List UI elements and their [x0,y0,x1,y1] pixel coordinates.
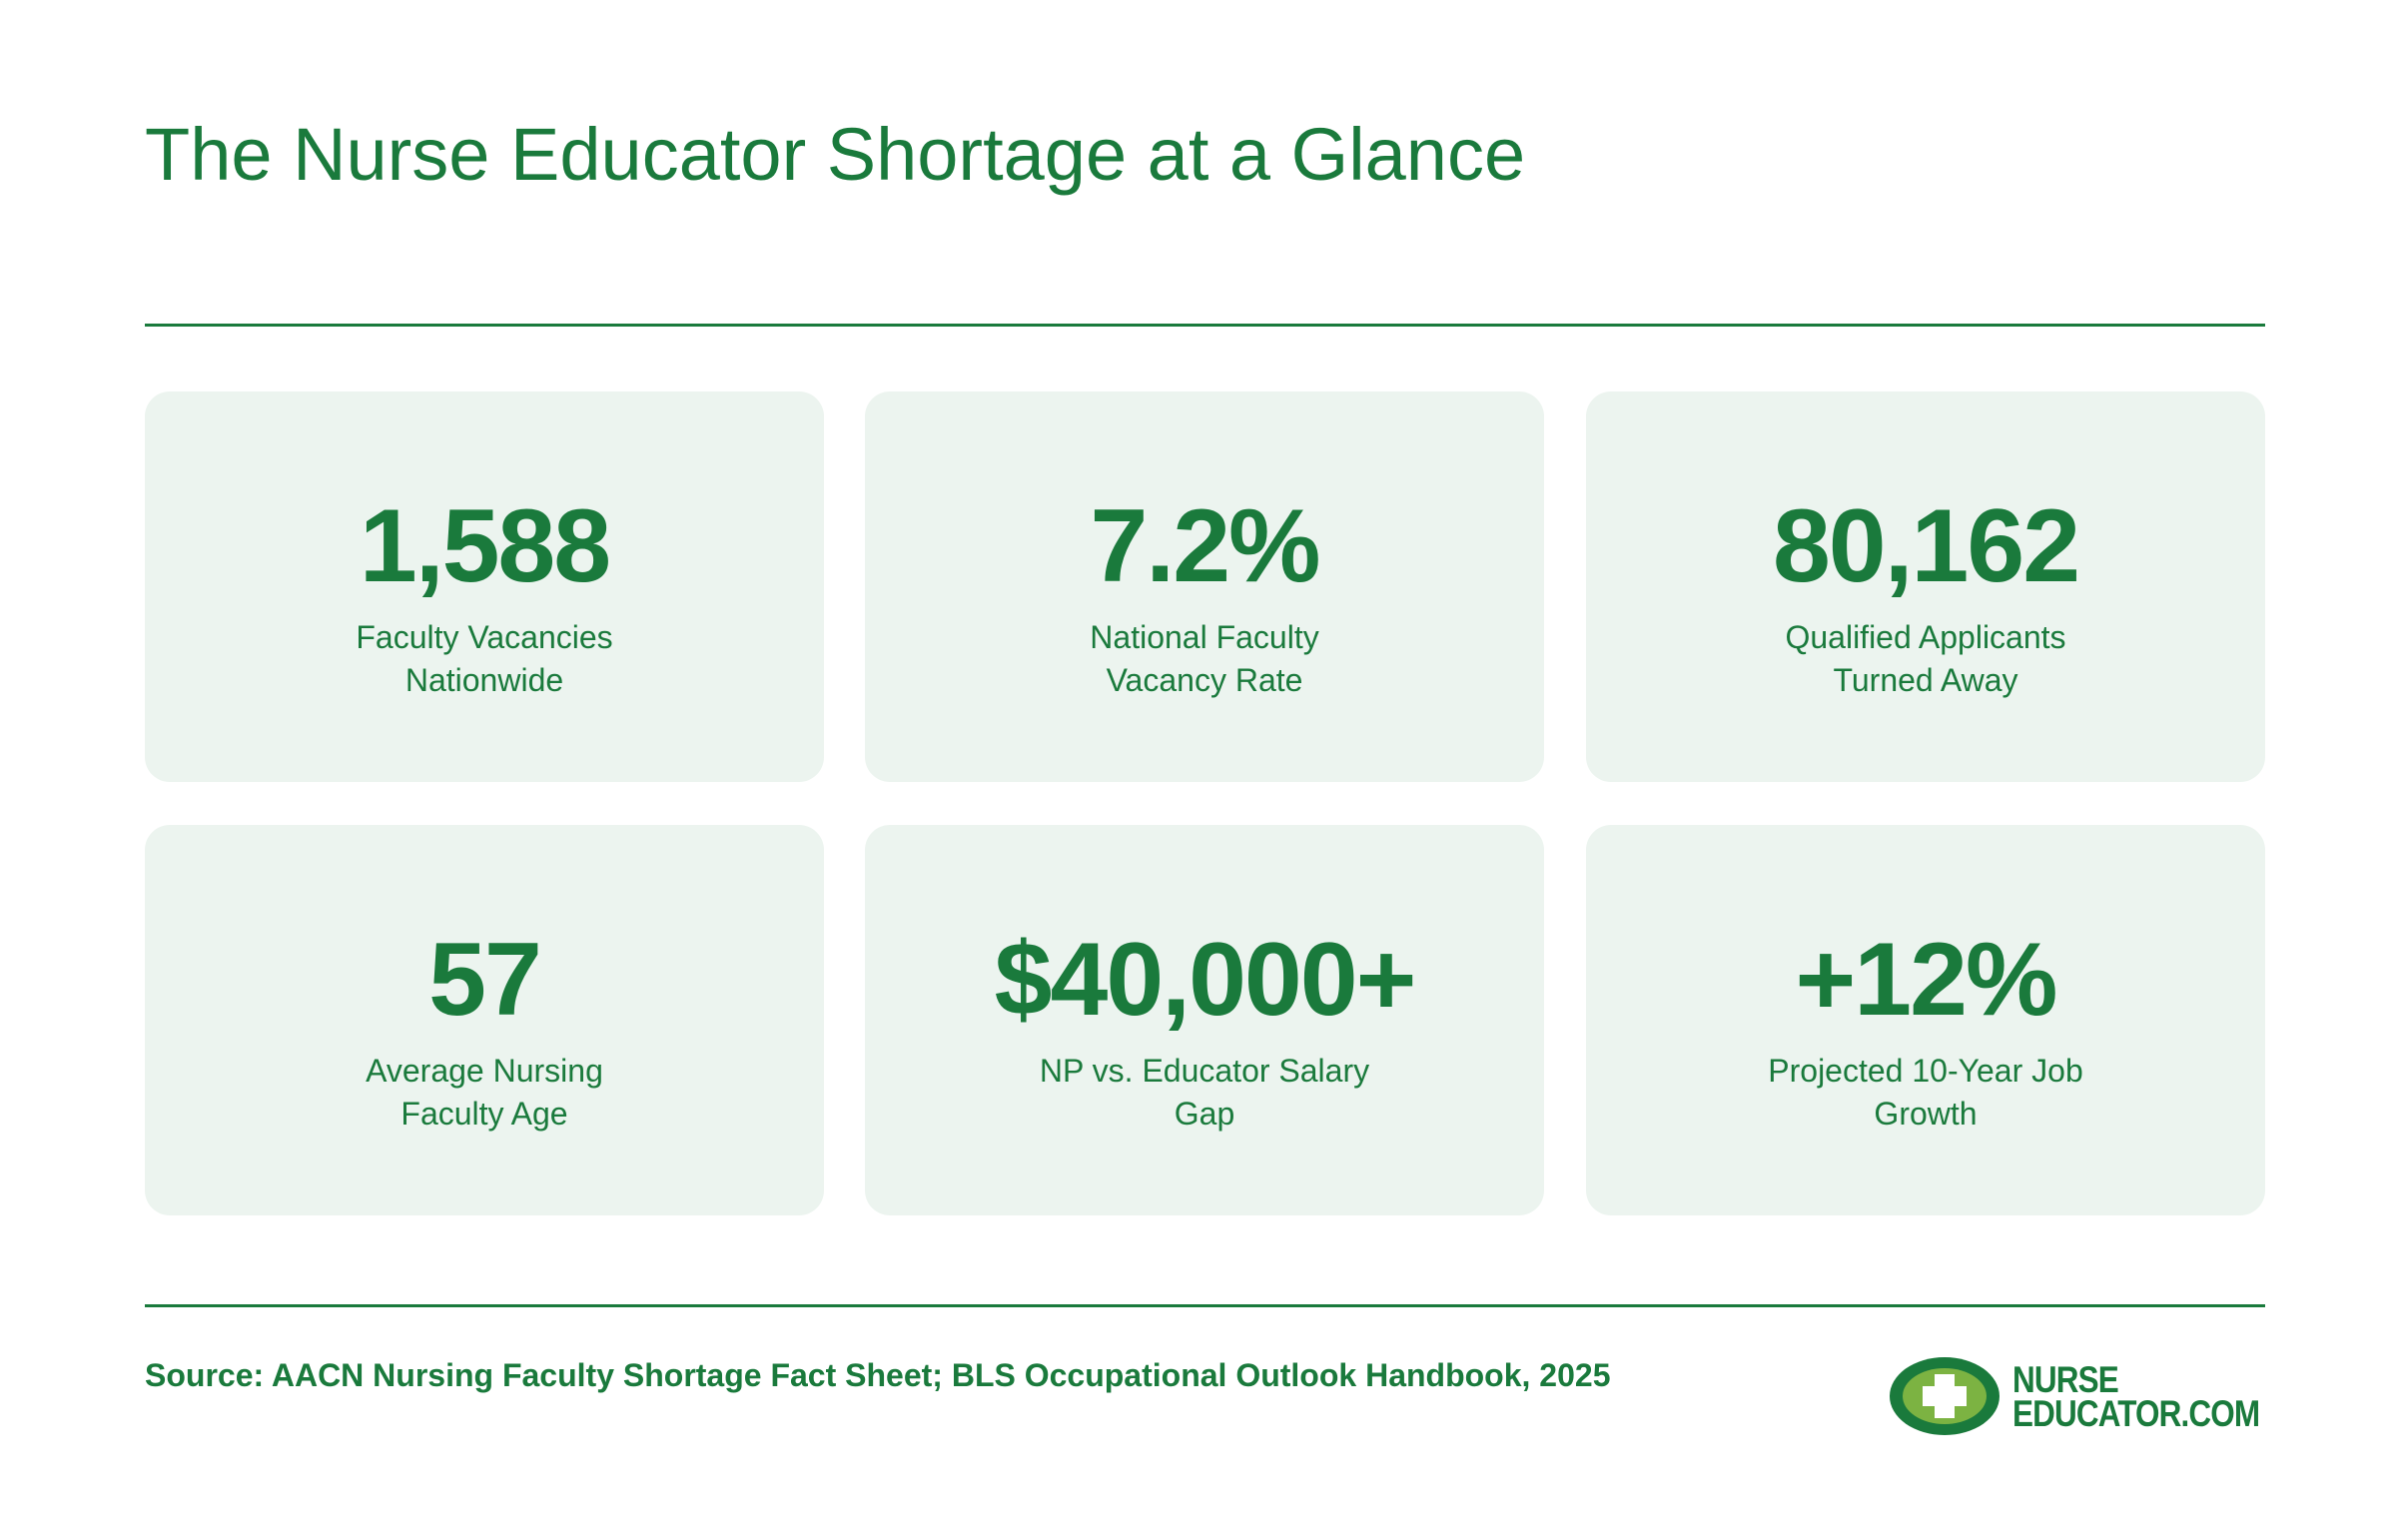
stat-label-line: Gap [1174,1096,1235,1132]
stat-label-line: Faculty Age [400,1096,568,1132]
logo-icon [1890,1357,1999,1435]
stat-label-line: Growth [1874,1096,1978,1132]
logo-text: NURSE [2012,1359,2119,1400]
stat-card: +12% Projected 10-Year Job Growth [1586,825,2265,1215]
stat-label-line: Turned Away [1833,662,2018,698]
source-note: Source: AACN Nursing Faculty Shortage Fa… [145,1357,1611,1393]
stat-card: 80,162 Qualified Applicants Turned Away [1586,391,2265,782]
stat-label: Qualified Applicants Turned Away [1586,616,2265,702]
divider [145,1304,2265,1307]
logo: NURSE EDUCATOR.COM [1888,1354,2260,1438]
stat-label: National Faculty Vacancy Rate [865,616,1544,702]
stat-label: Average Nursing Faculty Age [145,1050,824,1136]
stat-label-line: Qualified Applicants [1785,619,2066,655]
stat-value: +12% [1795,922,2058,1038]
stat-card: 1,588 Faculty Vacancies Nationwide [145,391,824,782]
stat-value: 57 [428,922,542,1038]
title: The Nurse Educator Shortage at a Glance [145,113,1526,196]
stat-label-line: Projected 10-Year Job [1768,1053,2083,1089]
stat-card: 7.2% National Faculty Vacancy Rate [865,391,1544,782]
stat-label-line: Average Nursing [366,1053,603,1089]
stat-label-line: Vacancy Rate [1106,662,1303,698]
stat-card: $40,000+ NP vs. Educator Salary Gap [865,825,1544,1215]
stat-card: 57 Average Nursing Faculty Age [145,825,824,1215]
logo-text: EDUCATOR.COM [2012,1393,2260,1434]
stat-label-line: Nationwide [404,662,564,698]
stat-label-line: NP vs. Educator Salary [1039,1053,1370,1089]
stat-value: 80,162 [1772,488,2080,604]
stat-label: Projected 10-Year Job Growth [1586,1050,2265,1136]
stat-label: Faculty Vacancies Nationwide [145,616,824,702]
stat-value: 7.2% [1090,488,1320,604]
divider [145,324,2265,327]
stat-value: 1,588 [359,488,611,604]
stat-value: $40,000+ [994,922,1417,1038]
stat-label-line: Faculty Vacancies [356,619,613,655]
stat-label: NP vs. Educator Salary Gap [865,1050,1544,1136]
stat-label-line: National Faculty [1090,619,1319,655]
